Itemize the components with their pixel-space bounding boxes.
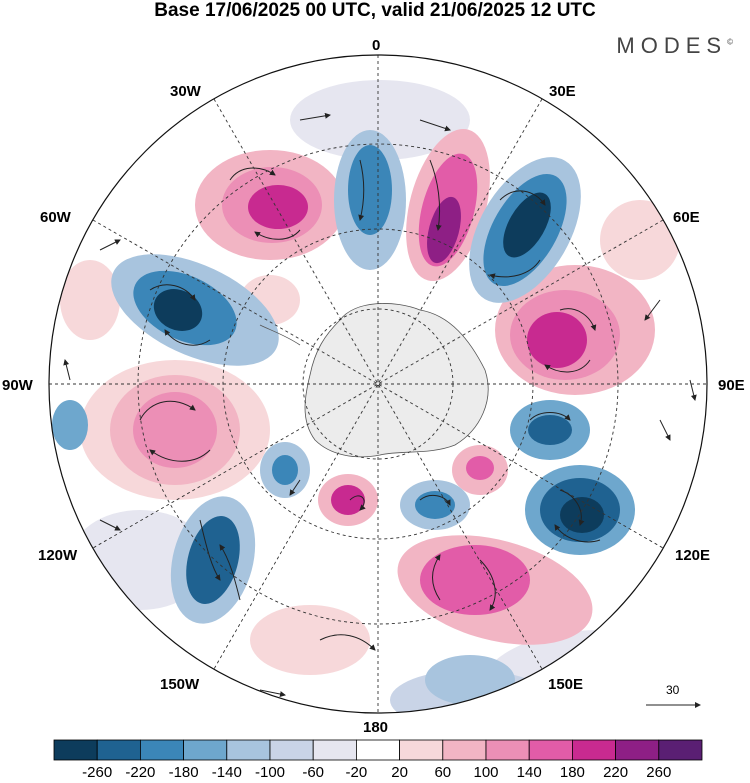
lon-label-150e: 150E [548, 676, 584, 693]
map-title: Base 17/06/2025 00 UTC, valid 21/06/2025… [154, 0, 596, 21]
colorbar-tick-label: -60 [302, 764, 325, 781]
colorbar-tick-label: 220 [603, 764, 629, 781]
lon-label-120e: 120E [675, 547, 711, 564]
colorbar-swatch [183, 739, 228, 761]
lon-label-0: 0 [372, 37, 381, 54]
colorbar-swatch [269, 739, 314, 761]
lon-label-150w: 150W [160, 676, 200, 693]
colorbar-swatch [96, 739, 141, 761]
colorbar-tick-label: -220 [125, 764, 156, 781]
lon-label-30w: 30W [170, 83, 201, 100]
colorbar-swatch [615, 739, 660, 761]
lon-label-120w: 120W [38, 547, 78, 564]
reference-vector-label: 30 [666, 683, 680, 697]
colorbar-swatch [312, 739, 357, 761]
copyright-mark: © [727, 37, 733, 47]
colorbar-tick-label: 260 [646, 764, 672, 781]
brand-name: MODES [616, 33, 728, 58]
colorbar-tick-label: 60 [434, 764, 452, 781]
colorbar-swatch [528, 739, 573, 761]
lon-label-90e: 90E [718, 377, 745, 394]
colorbar-swatch [485, 739, 530, 761]
colorbar-swatch [355, 739, 400, 761]
colorbar-tick-label: -260 [82, 764, 113, 781]
brand-logo: MODES© [616, 33, 733, 59]
colorbar-swatch [572, 739, 617, 761]
colorbar-swatch [658, 739, 703, 761]
colorbar-swatch [399, 739, 444, 761]
colorbar-tick-label: -140 [211, 764, 242, 781]
colorbar-tick-label: -180 [168, 764, 199, 781]
colorbar-tick-label: -100 [254, 764, 286, 781]
map-boundary [48, 54, 708, 714]
lon-label-90w: 90W [2, 377, 33, 394]
colorbar-tick-label: 140 [516, 764, 542, 781]
colorbar-tick-label: 180 [559, 764, 585, 781]
colorbar-swatch [226, 739, 271, 761]
colorbar-tick-label: -20 [345, 764, 368, 781]
colorbar-swatch [53, 739, 98, 761]
colorbar-tick-label: 100 [473, 764, 499, 781]
lon-label-180: 180 [363, 719, 389, 736]
wind-vectors [63, 112, 697, 697]
lon-label-30e: 30E [549, 83, 576, 100]
colorbar-swatch [139, 739, 184, 761]
colorbar-tick-label: 20 [391, 764, 408, 781]
colorbar-swatch [442, 739, 487, 761]
lon-label-60w: 60W [40, 209, 71, 226]
graticule [49, 55, 707, 713]
lon-label-60e: 60E [673, 209, 700, 226]
colorbar [53, 739, 703, 761]
